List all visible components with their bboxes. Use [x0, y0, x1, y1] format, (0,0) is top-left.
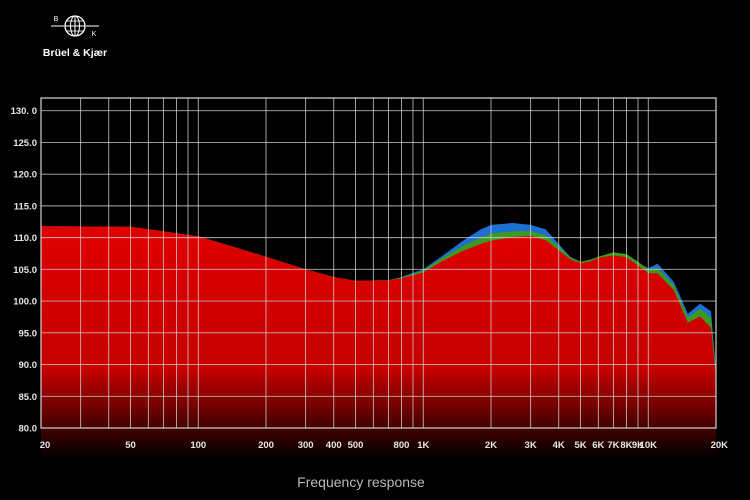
x-tick-label: 7K [607, 440, 619, 451]
brand-logo: B K Brüel & Kjær [43, 15, 107, 59]
y-tick-label: 130. 0 [11, 106, 37, 117]
x-tick-label: 400 [326, 440, 342, 451]
x-tick-label: 300 [298, 440, 314, 451]
x-tick-label: 10K [640, 440, 658, 451]
y-tick-label: 85.0 [19, 392, 38, 403]
x-tick-label: 100 [190, 440, 206, 451]
x-tick-label: 9K [632, 440, 644, 451]
x-tick-label: 20 [40, 440, 51, 451]
x-axis-label: Frequency response [297, 474, 425, 490]
x-tick-label: 8K [620, 440, 632, 451]
x-tick-label: 4K [553, 440, 565, 451]
y-tick-label: 80.0 [19, 424, 38, 435]
x-tick-label: 6K [592, 440, 604, 451]
logo-letter-k: K [92, 31, 97, 38]
y-tick-label: 100.0 [13, 297, 37, 308]
y-tick-label: 125.0 [13, 138, 37, 149]
x-tick-label: 3K [525, 440, 537, 451]
series-areas [41, 223, 716, 458]
logo-letter-b: B [54, 16, 59, 23]
globe-icon [51, 15, 99, 37]
x-tick-label: 1K [417, 440, 429, 451]
x-tick-label: 500 [348, 440, 364, 451]
y-tick-label: 105.0 [13, 265, 37, 276]
y-axis-ticks: 130. 0 125.0 120.0 115.0 110.0 105.0 100.0 95.0… [11, 106, 37, 434]
grid-lines [40, 97, 717, 429]
series-area-2 [41, 226, 716, 458]
y-tick-label: 110.0 [14, 233, 37, 244]
x-tick-label: 200 [258, 440, 274, 451]
y-tick-label: 90.0 [19, 360, 38, 371]
x-axis-ticks: 20 50 100 200 300 400 500 800 1K 2K 3K 4K 5K 6K 7K 8K 9K… [40, 440, 728, 451]
x-tick-label: 50 [125, 440, 136, 451]
x-tick-label: 20K [711, 440, 729, 451]
x-tick-label: 800 [394, 440, 410, 451]
y-tick-label: 95.0 [19, 328, 38, 339]
x-tick-label: 5K [574, 440, 586, 451]
brand-name: Brüel & Kjær [43, 47, 107, 59]
x-tick-label: 2K [485, 440, 497, 451]
y-tick-label: 115.0 [14, 201, 37, 212]
y-tick-label: 120.0 [13, 170, 37, 181]
